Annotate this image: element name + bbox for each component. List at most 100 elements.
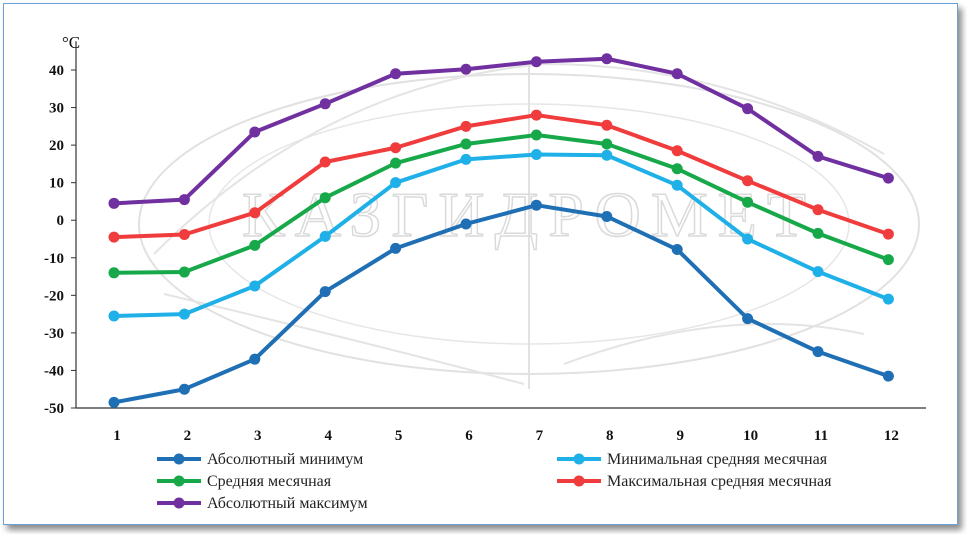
data-point: [178, 308, 190, 320]
series-5: [108, 53, 894, 209]
x-tick-label: 8: [606, 428, 614, 444]
data-point: [812, 204, 824, 216]
data-point: [601, 138, 613, 150]
x-tick-label: 4: [324, 428, 332, 444]
data-point: [671, 244, 683, 256]
data-point: [460, 63, 472, 75]
data-point: [601, 53, 613, 65]
data-point: [319, 192, 331, 204]
x-tick-label: 3: [254, 428, 262, 444]
data-point: [882, 370, 894, 382]
data-point: [530, 199, 542, 211]
data-point: [319, 156, 331, 168]
data-point: [882, 254, 894, 266]
series-layer: [108, 53, 894, 408]
data-point: [671, 68, 683, 80]
data-point: [671, 163, 683, 175]
legend-item: Средняя месячная: [157, 473, 332, 490]
data-point: [249, 126, 261, 138]
y-tick-label: 10: [49, 176, 64, 192]
legend-label: Минимальная средняя месячная: [607, 451, 828, 468]
data-point: [460, 138, 472, 150]
data-point: [530, 129, 542, 141]
data-point: [882, 228, 894, 240]
data-point: [460, 153, 472, 165]
y-tick-label: 0: [57, 213, 65, 229]
series-2: [108, 149, 894, 322]
legend-item: Абсолютный максимум: [157, 495, 368, 512]
legend-item: Максимальная средняя месячная: [557, 473, 832, 490]
legend-label: Абсолютный максимум: [207, 495, 368, 512]
series-3: [108, 129, 894, 279]
data-point: [319, 98, 331, 110]
x-tick-label: 2: [184, 428, 192, 444]
data-point: [812, 150, 824, 162]
data-point: [530, 56, 542, 68]
y-tick-label: -20: [44, 288, 64, 304]
data-point: [671, 179, 683, 191]
data-point: [390, 242, 402, 254]
legend-swatch-marker: [173, 497, 185, 509]
x-tick-label: 12: [884, 428, 899, 444]
x-tick-label: 11: [814, 428, 828, 444]
data-point: [178, 383, 190, 395]
series-line: [113, 152, 890, 318]
data-point: [742, 103, 754, 115]
data-point: [319, 286, 331, 298]
x-tick-label: 7: [536, 428, 544, 444]
chart-frame: КАЗГИДРОМЕТ 40 30 20 10 0 -10 -20 -30 -40 -50 1 2 3 4…: [3, 3, 958, 525]
data-point: [390, 157, 402, 169]
x-tick-label: 5: [395, 428, 403, 444]
y-axis-label: °C: [62, 33, 80, 52]
series-1: [108, 199, 894, 408]
data-point: [530, 109, 542, 121]
legend: Абсолютный минимум Минимальная средняя ме…: [157, 451, 832, 512]
y-tick-label: -40: [44, 363, 64, 379]
legend-label: Средняя месячная: [207, 473, 332, 490]
legend-item: Абсолютный минимум: [157, 451, 363, 468]
legend-label: Абсолютный минимум: [207, 451, 363, 468]
data-point: [249, 239, 261, 251]
data-point: [390, 142, 402, 154]
data-point: [249, 207, 261, 219]
data-point: [108, 310, 120, 322]
y-tick-label: -30: [44, 326, 64, 342]
data-point: [601, 149, 613, 161]
data-point: [390, 177, 402, 189]
legend-swatch-marker: [173, 453, 185, 465]
data-point: [178, 228, 190, 240]
series-4: [108, 109, 894, 243]
data-point: [601, 210, 613, 222]
data-point: [460, 120, 472, 132]
x-tick-label: 1: [113, 428, 121, 444]
data-point: [108, 267, 120, 279]
series-line: [113, 56, 889, 206]
x-tick-label: 9: [676, 428, 684, 444]
data-point: [249, 280, 261, 292]
data-point: [108, 396, 120, 408]
y-tick-label: 40: [49, 63, 64, 79]
data-point: [178, 266, 190, 278]
data-point: [108, 197, 120, 209]
x-tick-label: 10: [743, 428, 758, 444]
x-tick-label: 6: [465, 428, 473, 444]
data-point: [742, 233, 754, 245]
data-point: [742, 313, 754, 325]
data-point: [812, 227, 824, 239]
data-point: [812, 346, 824, 358]
data-point: [319, 230, 331, 242]
y-tick-label: 30: [49, 101, 64, 117]
series-line: [113, 113, 890, 240]
y-tick-label: -10: [44, 251, 64, 267]
data-point: [742, 196, 754, 208]
legend-swatch-marker: [573, 453, 585, 465]
y-tick-label: 20: [49, 138, 64, 154]
data-point: [460, 218, 472, 230]
data-point: [530, 149, 542, 160]
data-point: [882, 172, 894, 184]
data-point: [882, 293, 894, 305]
series-line: [113, 132, 890, 275]
data-point: [108, 231, 120, 243]
